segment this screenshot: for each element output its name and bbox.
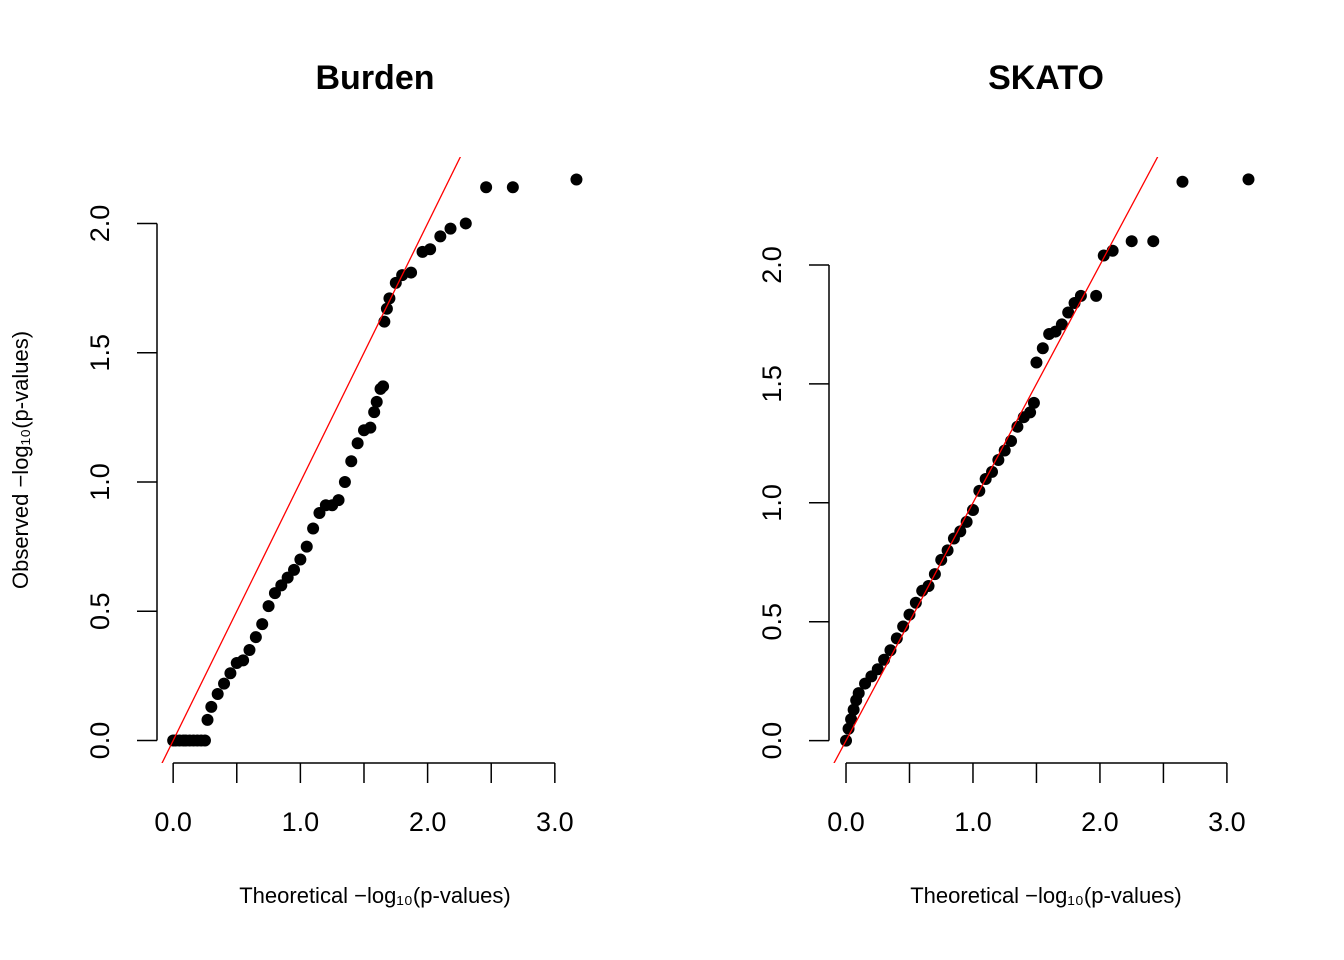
x-axis-label: Theoretical −log₁₀(p-values): [910, 883, 1182, 908]
x-tick-label: 0.0: [154, 807, 192, 837]
point: [338, 475, 351, 488]
point: [1125, 235, 1138, 248]
y-tick-label: 2.0: [757, 246, 787, 284]
point: [224, 667, 237, 680]
point: [307, 522, 320, 535]
point: [845, 713, 858, 726]
point: [570, 173, 583, 186]
point: [954, 525, 967, 538]
point: [364, 421, 377, 434]
point: [300, 540, 313, 553]
point: [998, 444, 1011, 457]
point: [198, 734, 211, 747]
point: [378, 315, 391, 328]
point: [506, 181, 519, 194]
point: [218, 677, 231, 690]
point: [249, 631, 262, 644]
point: [201, 713, 214, 726]
x-axis-label: Theoretical −log₁₀(p-values): [239, 883, 511, 908]
reference-line: [833, 157, 1159, 763]
point: [294, 553, 307, 566]
point: [237, 654, 250, 667]
point: [1024, 406, 1037, 419]
point: [1147, 235, 1160, 248]
point: [884, 644, 897, 657]
chart-title: SKATO: [988, 59, 1104, 97]
point: [909, 596, 922, 609]
point: [256, 618, 269, 631]
point: [424, 243, 437, 256]
point: [1011, 420, 1024, 433]
point: [897, 620, 910, 633]
y-tick-label: 1.0: [85, 463, 115, 501]
point: [370, 395, 383, 408]
point: [960, 515, 973, 528]
point: [288, 563, 301, 576]
point: [890, 632, 903, 645]
point: [1027, 396, 1040, 409]
y-tick-label: 1.5: [757, 365, 787, 403]
point: [1030, 356, 1043, 369]
point: [966, 503, 979, 516]
point: [986, 465, 999, 478]
point: [434, 230, 447, 243]
point: [871, 663, 884, 676]
point: [459, 217, 472, 230]
panel: SKATO Theoretical −log₁₀(p-values) 0.0 1.0 2…: [757, 59, 1255, 908]
point: [211, 687, 224, 700]
x-tick-label: 1.0: [282, 807, 320, 837]
point: [1242, 173, 1255, 186]
y-tick-label: 0.0: [85, 722, 115, 760]
point: [992, 454, 1005, 466]
y-tick-label: 0.0: [757, 722, 787, 760]
x-tick-label: 0.0: [827, 807, 865, 837]
point: [480, 181, 493, 194]
x-tick-label: 1.0: [954, 807, 992, 837]
point: [377, 380, 390, 393]
y-axis-label: Observed −log₁₀(p-values): [8, 331, 33, 589]
panel: Burden Theoretical −log₁₀(p-values) Observ…: [8, 59, 583, 908]
point: [1005, 434, 1018, 447]
point: [205, 700, 218, 713]
point: [1074, 289, 1087, 302]
point: [368, 406, 381, 419]
point: [852, 687, 865, 700]
y-tick-label: 1.0: [757, 484, 787, 522]
x-tick-label: 3.0: [1208, 807, 1246, 837]
point: [1176, 175, 1189, 188]
point: [847, 703, 860, 716]
point: [380, 302, 393, 315]
point: [444, 222, 457, 235]
x-tick-label: 2.0: [409, 807, 447, 837]
point: [1055, 318, 1068, 331]
point: [243, 644, 256, 657]
y-tick-label: 0.5: [757, 603, 787, 641]
point: [1036, 342, 1049, 355]
chart-title: Burden: [316, 59, 435, 97]
point: [351, 437, 364, 450]
point: [842, 722, 855, 735]
y-tick-label: 1.5: [85, 334, 115, 372]
point: [903, 608, 916, 621]
point: [405, 266, 418, 279]
point: [383, 292, 396, 305]
y-tick-label: 2.0: [85, 205, 115, 243]
point: [345, 455, 358, 468]
point: [262, 600, 275, 613]
x-tick-label: 3.0: [536, 807, 574, 837]
point: [1062, 306, 1075, 319]
reference-line: [161, 157, 462, 763]
point: [1106, 244, 1119, 257]
point: [332, 494, 345, 507]
x-tick-label: 2.0: [1081, 807, 1119, 837]
y-tick-label: 0.5: [85, 592, 115, 630]
point: [1090, 289, 1103, 302]
